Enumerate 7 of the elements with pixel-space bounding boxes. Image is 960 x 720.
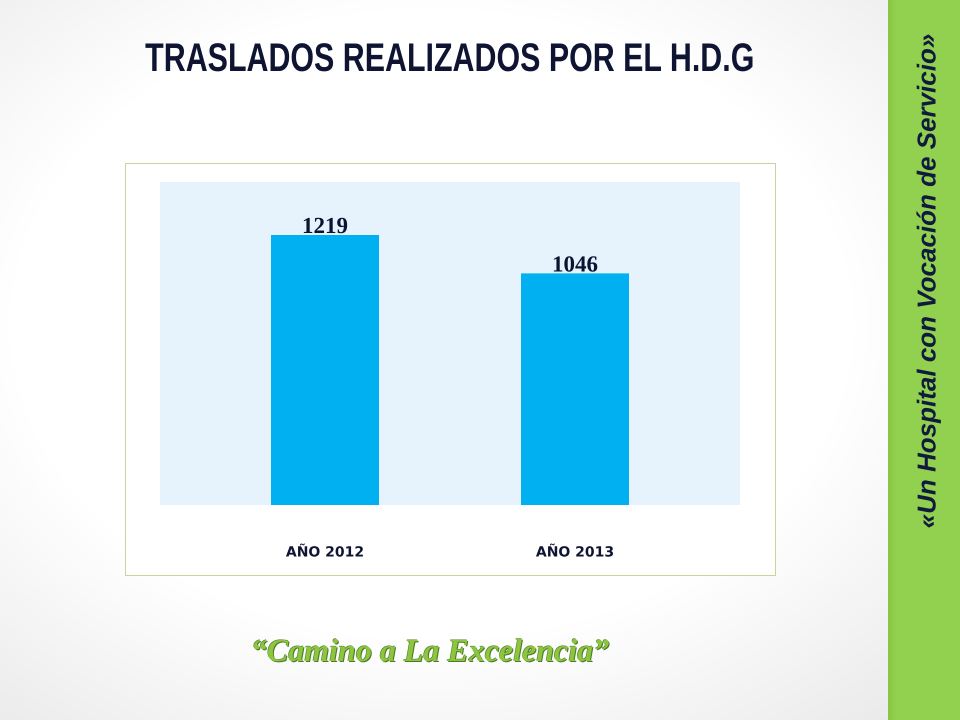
- text: «Un Hospital con Vocación de Servicio»: [912, 34, 942, 528]
- text: “Camino a La Excelencia”: [250, 632, 610, 669]
- data-label: 1046: [552, 251, 598, 276]
- chart-title: TRASLADOS REALIZADOS POR EL H.D.G: [145, 36, 755, 81]
- x-tick-label: AÑO 2013: [536, 544, 614, 560]
- data-label: 1219: [302, 213, 348, 238]
- x-tick-label: AÑO 2012: [286, 544, 364, 560]
